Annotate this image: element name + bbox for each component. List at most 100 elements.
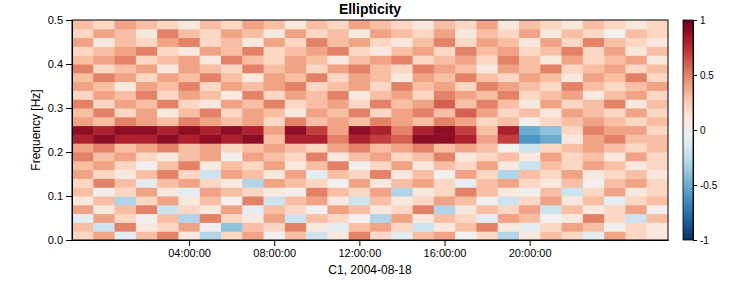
heatmap-cell [370, 143, 392, 152]
heatmap-cell [604, 134, 626, 143]
heatmap-cell [455, 222, 477, 231]
heatmap-cell [221, 64, 243, 73]
heatmap-cell [370, 73, 392, 82]
heatmap-cell [72, 143, 94, 152]
heatmap-cell [647, 46, 668, 55]
heatmap-cell [242, 29, 264, 38]
heatmap-cell [413, 143, 435, 152]
heatmap-cell [178, 64, 200, 73]
heatmap-cell [476, 108, 498, 117]
heatmap-cell [583, 170, 605, 179]
heatmap-cell [391, 134, 413, 143]
y-tick-label: 0.4 [48, 58, 63, 70]
y-tick: 0.3 [48, 102, 72, 114]
heatmap-cell [455, 170, 477, 179]
heatmap-cell [242, 161, 264, 170]
heatmap-cell [136, 222, 158, 231]
heatmap-cell [136, 82, 158, 91]
heatmap-cell [221, 73, 243, 82]
heatmap-cell [434, 214, 456, 223]
heatmap-cell [221, 143, 243, 152]
heatmap-cell [370, 134, 392, 143]
heatmap-cell [349, 64, 371, 73]
x-tick-label: 04:00:00 [168, 247, 211, 259]
heatmap-cell [562, 214, 584, 223]
heatmap-cell [200, 205, 222, 214]
y-tick: 0.5 [48, 14, 72, 26]
heatmap-cell [306, 90, 328, 99]
heatmap-cell [413, 82, 435, 91]
heatmap-cell [476, 117, 498, 126]
heatmap-cell [200, 108, 222, 117]
heatmap-cell [391, 152, 413, 161]
heatmap-cell [93, 126, 115, 135]
heatmap-cell [647, 178, 668, 187]
heatmap-cell [391, 90, 413, 99]
heatmap-cell [349, 170, 371, 179]
heatmap-cell [370, 187, 392, 196]
heatmap-cell [647, 82, 668, 91]
heatmap-cell [221, 214, 243, 223]
heatmap-cell [519, 126, 541, 135]
heatmap-cell [178, 82, 200, 91]
heatmap-cell [540, 55, 562, 64]
heatmap-cell [200, 82, 222, 91]
heatmap-cell [647, 20, 668, 29]
colorbar-tick-mark [693, 20, 697, 21]
heatmap-cell [498, 161, 520, 170]
heatmap-cell [221, 55, 243, 64]
heatmap-cell [647, 73, 668, 82]
heatmap-cell [647, 29, 668, 38]
heatmap-cell [370, 20, 392, 29]
heatmap-cell [647, 170, 668, 179]
heatmap-cell [519, 196, 541, 205]
heatmap-cell [93, 64, 115, 73]
heatmap-cell [221, 108, 243, 117]
heatmap-cell [115, 108, 137, 117]
heatmap-cell [519, 214, 541, 223]
heatmap-cell [72, 134, 94, 143]
heatmap-cell [221, 231, 243, 240]
heatmap-cell [264, 38, 286, 47]
heatmap-cell [519, 161, 541, 170]
heatmap-cell [200, 90, 222, 99]
heatmap-cell [264, 187, 286, 196]
heatmap-cell [519, 20, 541, 29]
heatmap-cell [476, 29, 498, 38]
heatmap-cell [178, 38, 200, 47]
heatmap-cell [349, 29, 371, 38]
heatmap-cell [72, 205, 94, 214]
heatmap-cell [178, 134, 200, 143]
heatmap-cell [540, 187, 562, 196]
heatmap-cell [604, 73, 626, 82]
heatmap-cell [604, 214, 626, 223]
heatmap-cell [136, 170, 158, 179]
heatmap-cell [455, 126, 477, 135]
heatmap-cell [562, 178, 584, 187]
colorbar-tick-mark [693, 185, 697, 186]
heatmap-cell [625, 117, 647, 126]
heatmap-cell [413, 29, 435, 38]
heatmap-cell [583, 82, 605, 91]
heatmap-cell [115, 117, 137, 126]
heatmap-cell [625, 20, 647, 29]
heatmap-cell [647, 152, 668, 161]
heatmap-cell [221, 152, 243, 161]
heatmap-cell [242, 117, 264, 126]
heatmap-cell [519, 205, 541, 214]
heatmap-cell [413, 73, 435, 82]
heatmap-cell [625, 108, 647, 117]
heatmap-cell [242, 64, 264, 73]
heatmap-cell [327, 205, 349, 214]
heatmap-cell [498, 178, 520, 187]
heatmap-cell [434, 64, 456, 73]
heatmap-cell [625, 214, 647, 223]
heatmap-cell [264, 222, 286, 231]
heatmap-cell [242, 205, 264, 214]
heatmap-cell [221, 46, 243, 55]
heatmap-cell [455, 117, 477, 126]
heatmap-cell [327, 20, 349, 29]
heatmap-cell [200, 20, 222, 29]
heatmap-cell [413, 196, 435, 205]
heatmap-cell [604, 196, 626, 205]
